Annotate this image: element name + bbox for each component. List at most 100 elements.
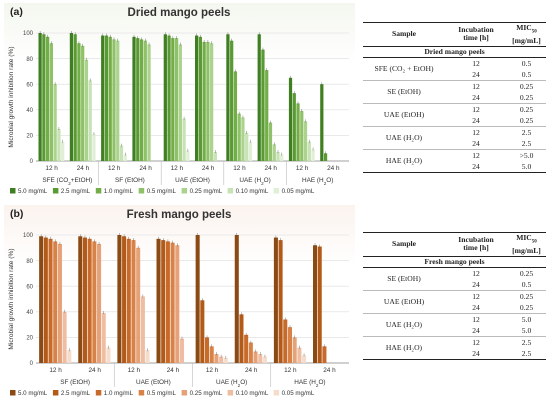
incubation-time: 12 bbox=[472, 58, 480, 68]
table-row: UAE (H₂O) 12 2.5 bbox=[363, 126, 546, 150]
mic-value: 5.0 bbox=[507, 160, 546, 173]
header-time: Incubation time [h] bbox=[445, 22, 507, 47]
header-time-line: Incubation bbox=[458, 235, 494, 245]
sample-name: SFE (CO₂ + EtOH) bbox=[363, 57, 445, 81]
bar bbox=[205, 337, 210, 363]
bar bbox=[82, 237, 87, 363]
bar bbox=[123, 154, 127, 161]
table-row: SE (EtOH) 12 0.25 bbox=[363, 267, 546, 291]
bar bbox=[223, 357, 228, 363]
bar bbox=[171, 38, 175, 162]
bar bbox=[202, 41, 206, 161]
bar bbox=[53, 241, 58, 363]
incubation-time: 12 bbox=[472, 127, 480, 137]
y-axis-label: Microbial growth inhibition rate (%) bbox=[8, 46, 15, 147]
incubation-time: 24 bbox=[445, 68, 507, 81]
header-time-line: time [h] bbox=[463, 33, 489, 43]
table-row: 24 0.25 bbox=[363, 91, 546, 104]
bar bbox=[112, 39, 116, 161]
y-tick-label: 60 bbox=[26, 284, 33, 290]
bar bbox=[39, 236, 44, 363]
section-title: Dried mango peels bbox=[363, 46, 546, 58]
bar bbox=[320, 84, 324, 161]
chart-dried-mango: (a) Dried mango peels Microbial growth inh… bbox=[8, 6, 349, 195]
legend-entry: 5.0 mg/mL bbox=[18, 390, 48, 397]
legend-swatch bbox=[95, 390, 102, 396]
group-label-part: UAE (EtOH) bbox=[136, 379, 171, 386]
x-group-label: HAE (H2O) bbox=[294, 379, 325, 388]
incubation-time: 24 bbox=[445, 91, 507, 104]
table-row: 24 0.25 bbox=[363, 114, 546, 127]
x-group-label: SF (EtOH) bbox=[60, 379, 90, 386]
bar bbox=[209, 346, 214, 363]
table-row: HAE (H₂O) 12 2.5 bbox=[363, 336, 546, 360]
bar bbox=[77, 43, 81, 161]
legend-entry: 0.25 mg/mL bbox=[190, 390, 223, 397]
bar bbox=[296, 103, 300, 161]
bar bbox=[276, 152, 280, 161]
y-tick-label: 40 bbox=[26, 108, 33, 114]
x-group-label: HAE (H2O) bbox=[302, 177, 333, 186]
bar bbox=[131, 240, 136, 363]
bar bbox=[117, 235, 122, 363]
header-mic-text: MIC bbox=[516, 23, 532, 32]
incubation-time: 24 bbox=[445, 137, 507, 150]
bar bbox=[272, 144, 276, 161]
bar bbox=[163, 34, 167, 161]
group-label-part: O) bbox=[326, 177, 333, 184]
bar bbox=[245, 132, 249, 161]
bar bbox=[62, 311, 67, 363]
y-axis-label: Microbial growth inhibition rate (%) bbox=[8, 248, 15, 349]
bar bbox=[161, 240, 166, 363]
bar bbox=[322, 346, 327, 363]
y-tick-label: 100 bbox=[23, 31, 34, 37]
bar bbox=[136, 247, 141, 363]
bar bbox=[126, 238, 131, 363]
bar bbox=[108, 36, 112, 162]
x-tick-label-time: 12 h bbox=[45, 165, 58, 172]
bar bbox=[258, 354, 263, 363]
group-label-part: UAE (EtOH) bbox=[175, 177, 210, 184]
sample-name: SE (EtOH) bbox=[363, 80, 445, 104]
mic-table-dried: Sample Incubation time [h] MIC50 [mg/mL] Drie… bbox=[363, 22, 546, 173]
header-mic-unit: [mg/mL] bbox=[512, 245, 541, 255]
legend-swatch bbox=[52, 390, 59, 396]
group-label-part: UAE (H bbox=[216, 379, 238, 386]
incubation-time: 24 bbox=[445, 114, 507, 127]
legend-swatch bbox=[181, 188, 188, 194]
bar bbox=[73, 34, 77, 161]
incubation-time: 24 bbox=[445, 347, 507, 360]
mic-value: 2.5 bbox=[521, 127, 532, 137]
sample-name: HAE (H₂O) bbox=[363, 336, 445, 360]
table-row: 24 0.5 bbox=[363, 278, 546, 291]
group-label-part: SFE (CO bbox=[42, 177, 68, 184]
bar bbox=[69, 33, 74, 161]
bar bbox=[145, 350, 150, 363]
mic-value: 0.25 bbox=[519, 268, 534, 278]
mic-value: 2.5 bbox=[521, 337, 532, 347]
legend-swatch bbox=[52, 188, 59, 194]
bar bbox=[234, 235, 239, 363]
incubation-time: 12 bbox=[472, 314, 480, 324]
bar bbox=[179, 338, 185, 363]
table-row: 24 2.5 bbox=[363, 347, 546, 360]
legend-entry: 2.5 mg/mL bbox=[61, 188, 91, 195]
bar bbox=[92, 134, 96, 161]
bar bbox=[139, 39, 144, 161]
header-mic-text: MIC bbox=[516, 233, 532, 242]
sample-name: UAE (H₂O) bbox=[363, 126, 445, 150]
bar bbox=[268, 122, 273, 161]
bar bbox=[265, 70, 269, 161]
y-tick-label: 80 bbox=[26, 57, 33, 63]
bar bbox=[195, 35, 199, 162]
table-row: HAE (H₂O) 12 >5.0 bbox=[363, 149, 546, 173]
panel-label: (b) bbox=[10, 208, 23, 220]
bar bbox=[78, 236, 83, 363]
bar bbox=[104, 35, 109, 162]
x-tick-label-time: 24 h bbox=[167, 367, 180, 374]
bar bbox=[182, 118, 186, 161]
legend-entry: 0.05 mg/mL bbox=[282, 188, 315, 195]
chart-fresh-mango: (b) Fresh mango peels Microbial growth inh… bbox=[8, 208, 349, 397]
bar bbox=[42, 34, 46, 161]
bar bbox=[136, 38, 140, 162]
